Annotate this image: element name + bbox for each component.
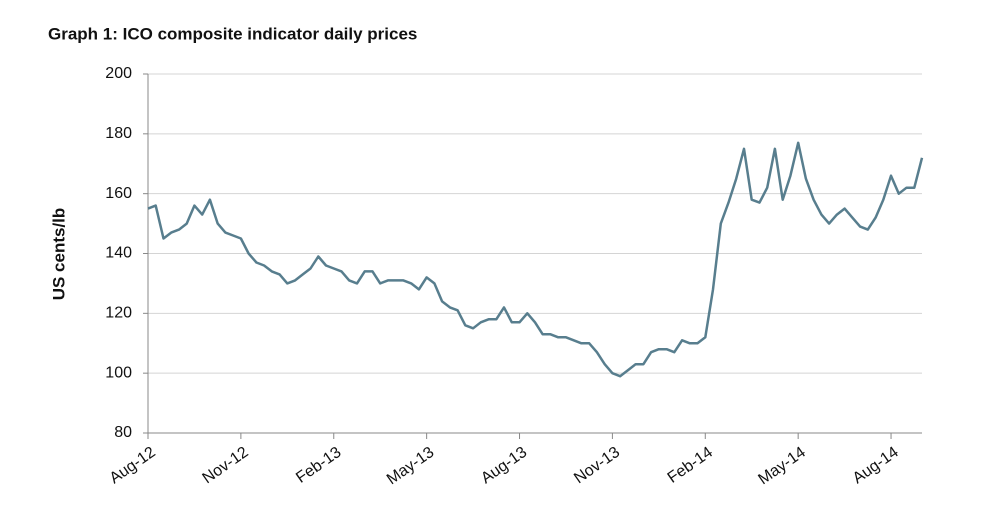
x-tick-label: Nov-12 [200,444,252,488]
x-tick-label: Aug-14 [850,444,902,488]
x-tick-label: Nov-13 [571,444,623,488]
x-tick-label: Aug-13 [478,444,530,488]
y-tick-label: 140 [105,245,132,262]
y-axis-label: US cents/lb [49,208,68,301]
y-tick-label: 180 [105,125,132,142]
y-tick-label: 100 [105,364,132,381]
y-tick-label: 120 [105,305,132,322]
y-tick-label: 80 [114,424,132,441]
x-tick-label: Aug-12 [107,444,159,488]
price-line [147,141,924,378]
y-tick-label: 160 [105,185,132,202]
chart-title: Graph 1: ICO composite indicator daily p… [48,24,417,43]
x-tick-label: Feb-14 [665,444,716,487]
x-tick-label: Feb-13 [293,444,344,487]
y-tick-label: 200 [105,65,132,82]
x-tick-label: May-13 [384,444,438,489]
x-tick-label: May-14 [755,444,809,489]
